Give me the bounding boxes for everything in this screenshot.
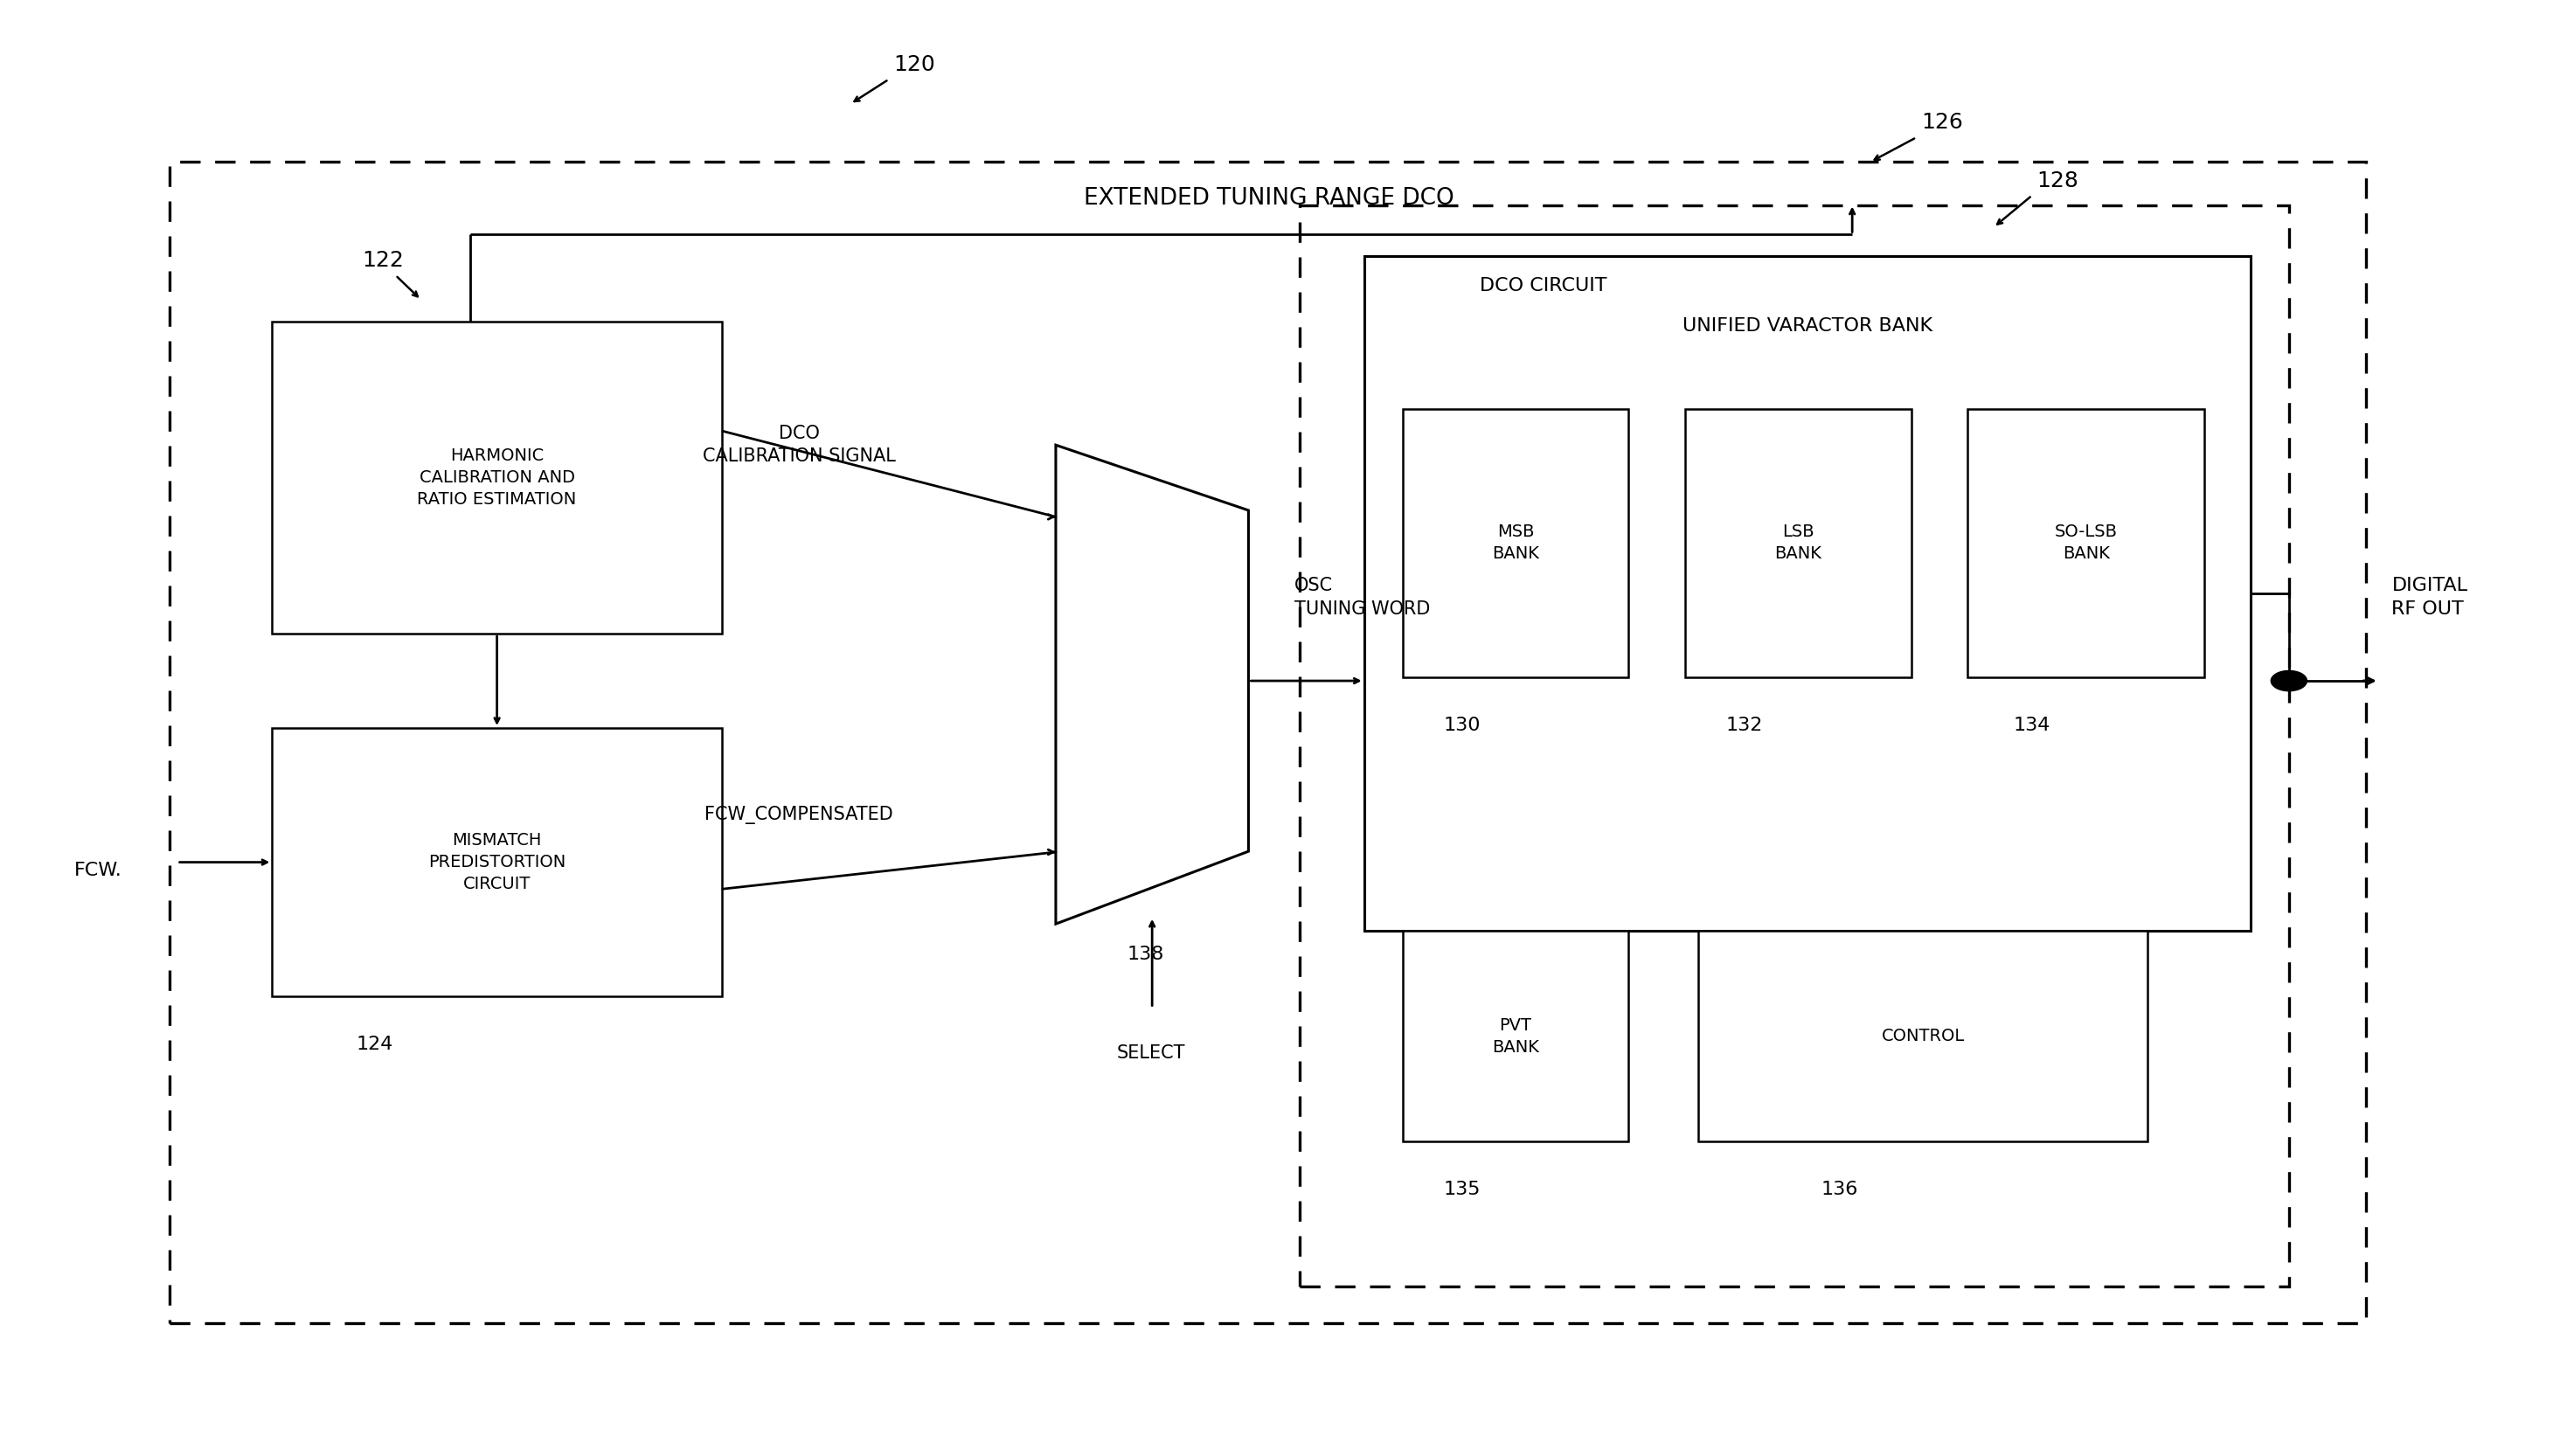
Bar xyxy=(1686,409,1912,677)
Text: HARMONIC
CALIBRATION AND
RATIO ESTIMATION: HARMONIC CALIBRATION AND RATIO ESTIMATIO… xyxy=(417,447,577,508)
Text: PVT
BANK: PVT BANK xyxy=(1493,1018,1539,1056)
Text: DCO
CALIBRATION SIGNAL: DCO CALIBRATION SIGNAL xyxy=(703,425,896,466)
Bar xyxy=(1969,409,2203,677)
Text: 135: 135 xyxy=(1444,1181,1480,1198)
Text: 120: 120 xyxy=(893,54,934,76)
Bar xyxy=(273,322,721,633)
Circle shape xyxy=(2270,671,2306,692)
Text: DCO CIRCUIT: DCO CIRCUIT xyxy=(1480,277,1606,294)
Text: 130: 130 xyxy=(1444,716,1480,734)
Bar xyxy=(1403,409,1629,677)
Bar xyxy=(1300,205,2288,1287)
Text: 124: 124 xyxy=(355,1035,394,1053)
Text: SELECT: SELECT xyxy=(1117,1044,1184,1061)
Text: MSB
BANK: MSB BANK xyxy=(1493,524,1539,562)
Text: 126: 126 xyxy=(1920,112,1964,132)
Text: SO-LSB
BANK: SO-LSB BANK xyxy=(2054,524,2118,562)
Text: 132: 132 xyxy=(1725,716,1763,734)
Text: DIGITAL
RF OUT: DIGITAL RF OUT xyxy=(2391,577,2468,617)
Text: 134: 134 xyxy=(2013,716,2051,734)
Bar xyxy=(1364,256,2250,932)
Text: LSB
BANK: LSB BANK xyxy=(1773,524,1822,562)
Polygon shape xyxy=(1055,446,1248,925)
Bar xyxy=(273,728,721,996)
Text: FCW_COMPENSATED: FCW_COMPENSATED xyxy=(705,805,893,824)
Text: EXTENDED TUNING RANGE DCO: EXTENDED TUNING RANGE DCO xyxy=(1084,186,1454,210)
Text: OSC
TUNING WORD: OSC TUNING WORD xyxy=(1295,577,1431,617)
Text: 136: 136 xyxy=(1820,1181,1858,1198)
Text: 128: 128 xyxy=(2036,170,2080,191)
Bar xyxy=(1699,932,2147,1142)
Text: CONTROL: CONTROL xyxy=(1882,1028,1964,1044)
Text: MISMATCH
PREDISTORTION
CIRCUIT: MISMATCH PREDISTORTION CIRCUIT xyxy=(427,831,566,893)
Bar xyxy=(1403,932,1629,1142)
Text: FCW.: FCW. xyxy=(75,862,121,879)
Text: 138: 138 xyxy=(1127,945,1163,964)
Bar xyxy=(170,162,2366,1324)
Text: UNIFIED VARACTOR BANK: UNIFIED VARACTOR BANK xyxy=(1683,317,1933,335)
Text: 122: 122 xyxy=(363,250,404,271)
